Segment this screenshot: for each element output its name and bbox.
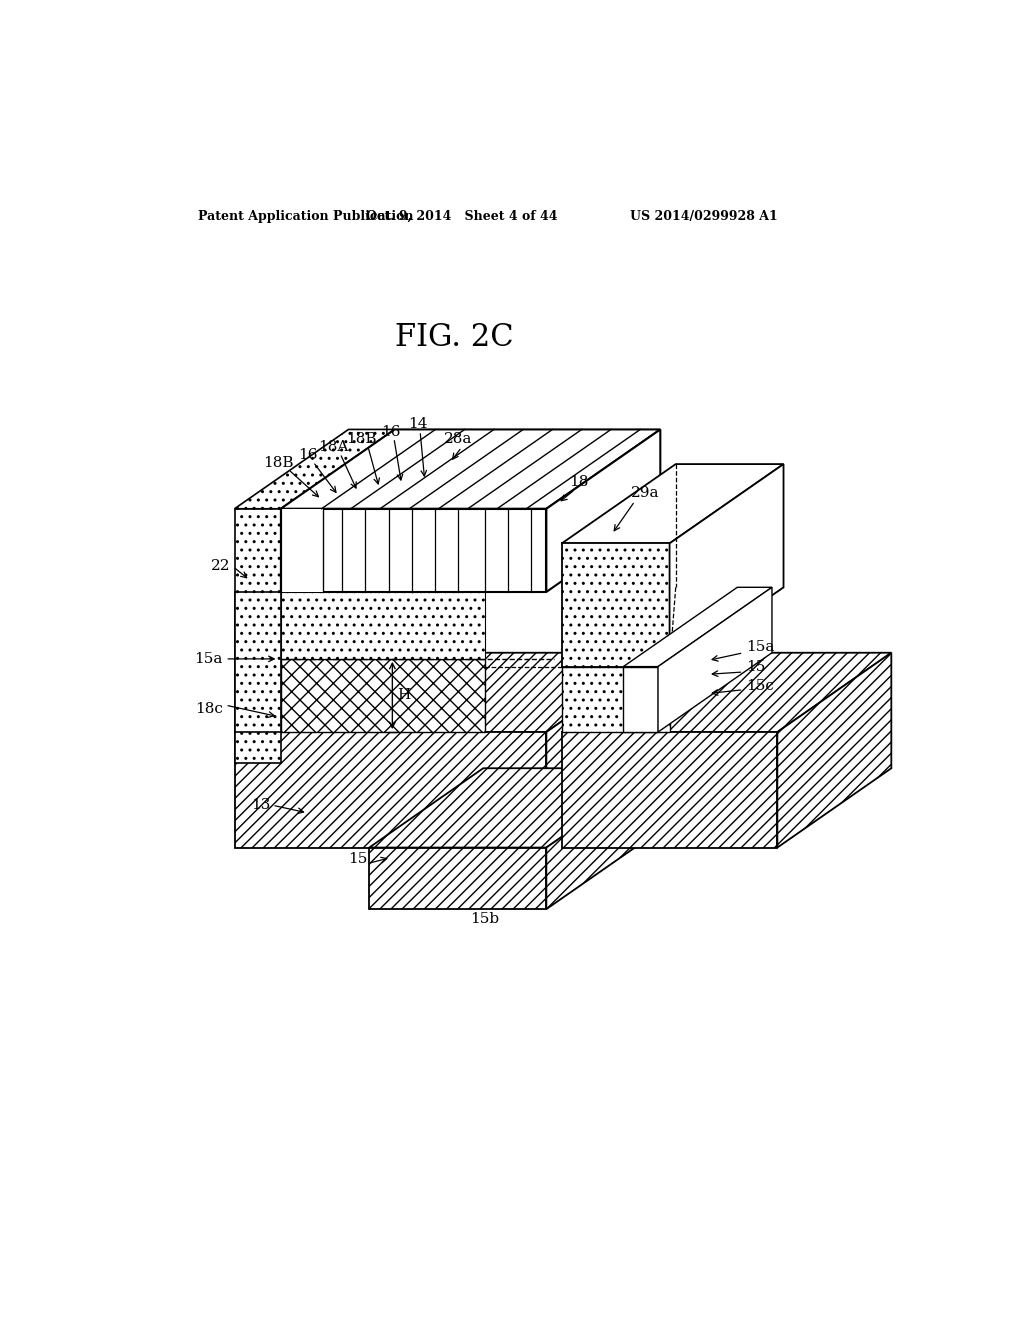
Polygon shape bbox=[370, 847, 547, 909]
Polygon shape bbox=[658, 587, 772, 733]
Polygon shape bbox=[562, 653, 891, 733]
Polygon shape bbox=[281, 508, 323, 591]
Text: 14: 14 bbox=[408, 417, 428, 432]
Text: 18B: 18B bbox=[263, 455, 294, 470]
Text: 16: 16 bbox=[298, 447, 317, 462]
Text: 15a: 15a bbox=[195, 652, 223, 665]
Text: H: H bbox=[397, 688, 411, 702]
Polygon shape bbox=[624, 667, 658, 733]
Polygon shape bbox=[562, 587, 783, 667]
Text: 18B: 18B bbox=[346, 433, 377, 446]
Polygon shape bbox=[234, 508, 281, 763]
Text: 29a: 29a bbox=[631, 486, 659, 500]
Polygon shape bbox=[281, 591, 484, 659]
Text: 22: 22 bbox=[211, 560, 230, 573]
Polygon shape bbox=[562, 667, 670, 733]
Polygon shape bbox=[281, 659, 484, 733]
Text: FIG. 2C: FIG. 2C bbox=[394, 322, 513, 354]
Polygon shape bbox=[281, 508, 547, 591]
Polygon shape bbox=[234, 733, 547, 847]
Text: 18: 18 bbox=[569, 475, 589, 488]
Text: 18A: 18A bbox=[317, 440, 348, 454]
Polygon shape bbox=[562, 733, 777, 847]
Text: 15: 15 bbox=[746, 660, 766, 673]
Text: 15c: 15c bbox=[746, 678, 774, 693]
Polygon shape bbox=[234, 429, 394, 508]
Text: 13: 13 bbox=[251, 799, 270, 812]
Text: Oct. 9, 2014   Sheet 4 of 44: Oct. 9, 2014 Sheet 4 of 44 bbox=[366, 210, 557, 223]
Text: 28a: 28a bbox=[443, 433, 472, 446]
Text: Patent Application Publication: Patent Application Publication bbox=[199, 210, 414, 223]
Polygon shape bbox=[370, 768, 660, 847]
Polygon shape bbox=[562, 544, 670, 667]
Text: 15b: 15b bbox=[470, 912, 500, 927]
Polygon shape bbox=[234, 591, 281, 733]
Polygon shape bbox=[777, 653, 891, 847]
Polygon shape bbox=[547, 768, 660, 909]
Polygon shape bbox=[281, 429, 660, 508]
Text: 15a: 15a bbox=[746, 640, 775, 655]
Polygon shape bbox=[234, 653, 660, 733]
Text: 18c: 18c bbox=[196, 702, 223, 715]
Polygon shape bbox=[281, 508, 321, 591]
Text: 16: 16 bbox=[381, 425, 400, 438]
Text: US 2014/0299928 A1: US 2014/0299928 A1 bbox=[630, 210, 777, 223]
Polygon shape bbox=[547, 653, 660, 847]
Polygon shape bbox=[547, 429, 660, 591]
Polygon shape bbox=[562, 465, 783, 544]
Polygon shape bbox=[670, 465, 783, 667]
Text: 15: 15 bbox=[348, 853, 368, 866]
Polygon shape bbox=[624, 587, 772, 667]
